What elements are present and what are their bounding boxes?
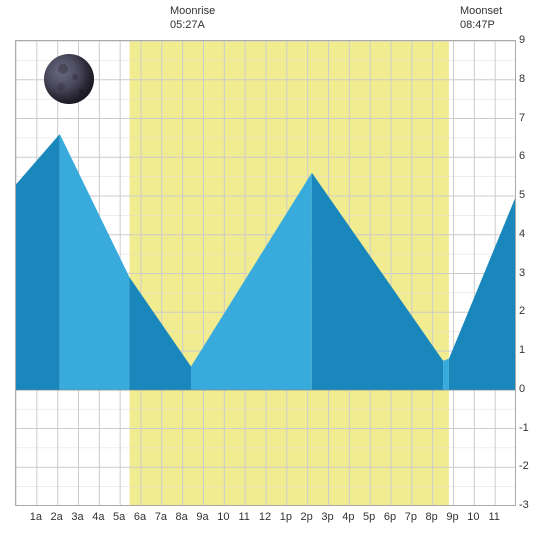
chart-area <box>15 40 516 506</box>
moon-phase-icon <box>44 54 94 104</box>
y-tick-label: 3 <box>519 267 529 279</box>
y-tick-label: 6 <box>519 150 529 162</box>
x-tick-label: 4a <box>92 511 104 523</box>
y-tick-label: -1 <box>519 422 533 434</box>
y-tick-label: 4 <box>519 228 529 240</box>
x-tick-label: 9p <box>446 511 458 523</box>
y-tick-label: -2 <box>519 460 533 472</box>
x-tick-label: 1p <box>280 511 292 523</box>
y-tick-label: 5 <box>519 189 529 201</box>
y-tick-label: 9 <box>519 34 529 46</box>
x-tick-label: 8p <box>426 511 438 523</box>
tide-chart-container: Moonrise 05:27A Moonset 08:47P -3-2-1012… <box>0 0 550 550</box>
x-tick-label: 11 <box>488 511 499 523</box>
x-tick-label: 10 <box>467 511 479 523</box>
x-tick-label: 1a <box>30 511 42 523</box>
x-tick-label: 4p <box>342 511 354 523</box>
x-tick-label: 7p <box>405 511 417 523</box>
x-tick-label: 6a <box>134 511 146 523</box>
moonrise-time: 05:27A <box>170 18 215 32</box>
y-tick-label: 2 <box>519 305 529 317</box>
y-tick-label: 1 <box>519 344 529 356</box>
y-tick-label: -3 <box>519 499 533 511</box>
x-tick-label: 3a <box>71 511 83 523</box>
moonrise-label: Moonrise <box>170 4 215 18</box>
x-tick-label: 9a <box>196 511 208 523</box>
x-tick-label: 10 <box>217 511 229 523</box>
x-tick-label: 2p <box>301 511 313 523</box>
x-tick-label: 8a <box>176 511 188 523</box>
moonset-label: Moonset <box>460 4 502 18</box>
x-tick-label: 6p <box>384 511 396 523</box>
moonrise-block: Moonrise 05:27A <box>170 4 215 33</box>
x-tick-label: 11 <box>238 511 249 523</box>
x-tick-label: 7a <box>155 511 167 523</box>
x-tick-label: 5p <box>363 511 375 523</box>
moonset-time: 08:47P <box>460 18 502 32</box>
moonset-block: Moonset 08:47P <box>460 4 502 33</box>
tide-plot-svg <box>16 41 516 506</box>
x-tick-label: 3p <box>321 511 333 523</box>
y-tick-label: 8 <box>519 73 529 85</box>
x-tick-label: 5a <box>113 511 125 523</box>
x-tick-label: 12 <box>259 511 271 523</box>
x-tick-label: 2a <box>51 511 63 523</box>
y-tick-label: 0 <box>519 383 529 395</box>
y-tick-label: 7 <box>519 112 529 124</box>
